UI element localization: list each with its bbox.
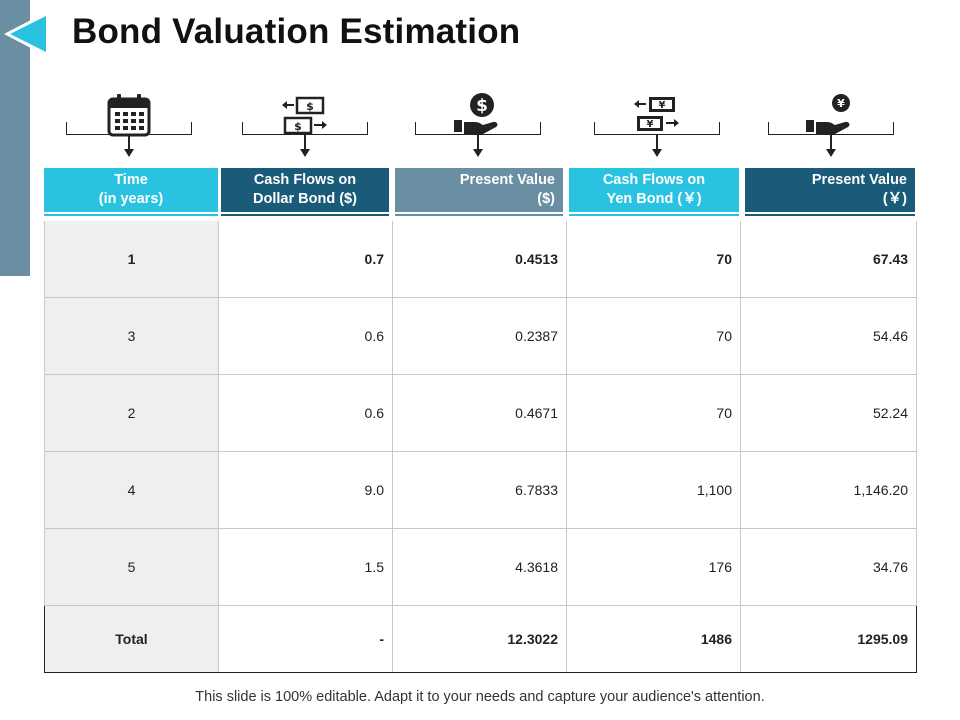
table-cell: 67.43: [740, 221, 917, 298]
table-cell: 3: [44, 297, 219, 375]
table-cell: 34.76: [740, 528, 917, 606]
dollar-exchange-icon: $ $: [282, 96, 327, 135]
table-cell: 70: [566, 374, 741, 452]
svg-text:$: $: [476, 96, 488, 116]
icon-column-yen-pv: ¥: [768, 88, 894, 168]
svg-text:¥: ¥: [659, 100, 666, 111]
table-cell: 9.0: [218, 451, 393, 529]
table-cell: 4.3618: [392, 528, 567, 606]
table-cell: 0.6: [218, 297, 393, 375]
table-cell: 4: [44, 451, 219, 529]
back-arrow-icon[interactable]: [0, 8, 60, 60]
table-cell: 0.2387: [392, 297, 567, 375]
table-cell: 0.6: [218, 374, 393, 452]
table-cell: 0.4671: [392, 374, 567, 452]
table-row: 2 0.6 0.4671 70 52.24: [44, 374, 917, 452]
table-cell: 1,146.20: [740, 451, 917, 529]
table-row: 3 0.6 0.2387 70 54.46: [44, 297, 917, 375]
total-cell: 1486: [566, 605, 741, 673]
table-cell: 52.24: [740, 374, 917, 452]
icon-column-dollar-pv: $: [415, 88, 541, 168]
table-row: 1 0.7 0.4513 70 67.43: [44, 221, 917, 298]
icon-column-yen-cashflow: ¥ ¥: [594, 88, 720, 168]
footer-note: This slide is 100% editable. Adapt it to…: [195, 689, 765, 705]
total-cell: -: [218, 605, 393, 673]
total-label: Total: [44, 605, 219, 673]
svg-text:$: $: [294, 120, 302, 133]
table-cell: 70: [566, 221, 741, 298]
table-cell: 54.46: [740, 297, 917, 375]
svg-text:¥: ¥: [647, 119, 654, 130]
svg-text:¥: ¥: [837, 97, 845, 110]
header-dollar-pv: Present Value ($): [395, 168, 563, 212]
accent-sidebar: [0, 0, 30, 276]
table-cell: 6.7833: [392, 451, 567, 529]
icon-column-dollar-cashflow: $ $: [242, 88, 368, 168]
dollar-hand-icon: $: [454, 93, 498, 134]
bond-table: 1 0.7 0.4513 70 67.43 3 0.6 0.2387 70 54…: [44, 221, 917, 673]
yen-exchange-icon: ¥ ¥: [634, 97, 679, 131]
header-time: Time (in years): [44, 168, 218, 212]
header-dollar-cashflow: Cash Flows on Dollar Bond ($): [221, 168, 389, 212]
total-row: Total - 12.3022 1486 1295.09: [44, 605, 917, 673]
table-cell: 70: [566, 297, 741, 375]
page-title: Bond Valuation Estimation: [72, 12, 521, 51]
table-row: 4 9.0 6.7833 1,100 1,146.20: [44, 451, 917, 529]
table-cell: 1: [44, 221, 219, 298]
table-cell: 176: [566, 528, 741, 606]
total-cell: 12.3022: [392, 605, 567, 673]
icon-column-time: [66, 88, 192, 168]
table-cell: 0.7: [218, 221, 393, 298]
table-row: 5 1.5 4.3618 176 34.76: [44, 528, 917, 606]
header-yen-pv: Present Value (￥): [745, 168, 915, 212]
header-yen-cashflow: Cash Flows on Yen Bond (￥): [569, 168, 739, 212]
total-cell: 1295.09: [740, 605, 917, 673]
table-cell: 5: [44, 528, 219, 606]
table-cell: 0.4513: [392, 221, 567, 298]
svg-text:$: $: [306, 100, 314, 113]
yen-hand-icon: ¥: [806, 94, 850, 134]
table-cell: 2: [44, 374, 219, 452]
table-cell: 1.5: [218, 528, 393, 606]
table-cell: 1,100: [566, 451, 741, 529]
